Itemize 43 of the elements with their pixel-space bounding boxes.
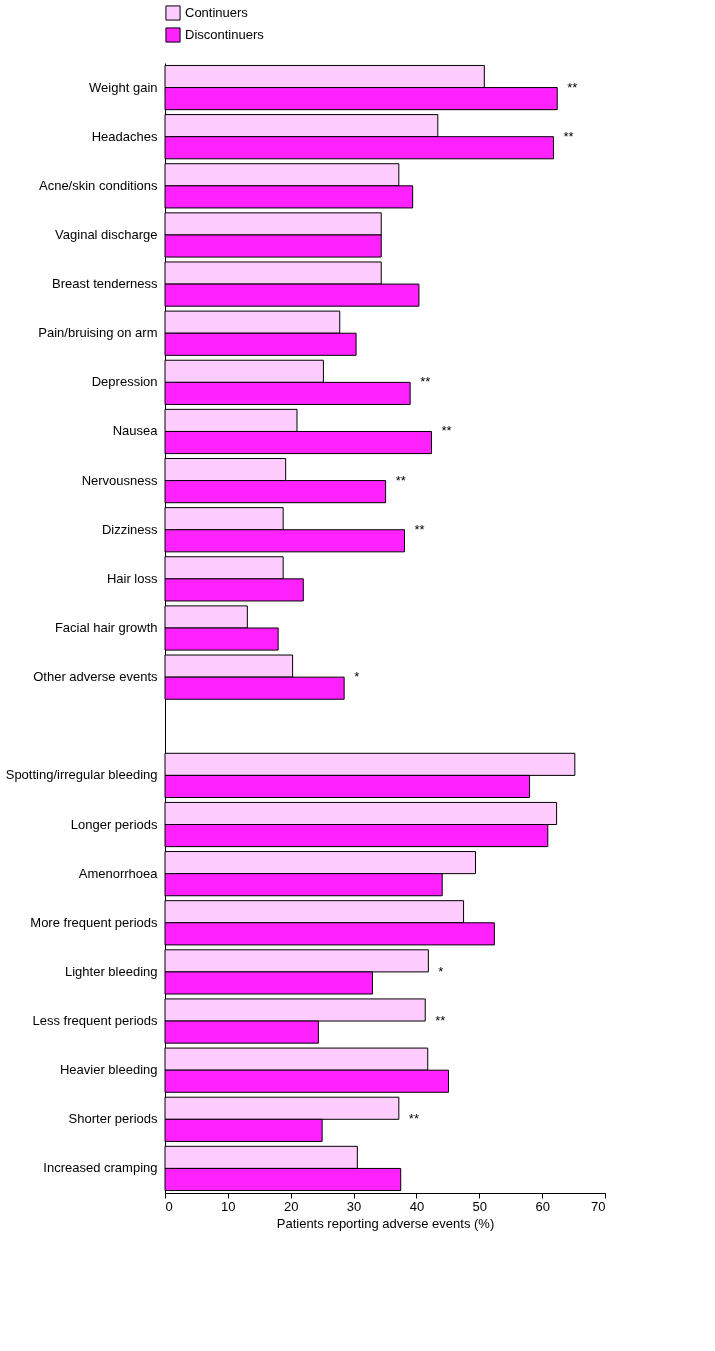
- legend-label: Continuers: [185, 5, 249, 20]
- y-tick-label: Heavier bleeding: [59, 1062, 158, 1078]
- y-tick-label: Pain/bruising on arm: [38, 325, 158, 341]
- x-tick-label: 30: [346, 1198, 362, 1214]
- y-tick-label: Weight gain: [89, 79, 158, 95]
- x-tick-label: 40: [409, 1198, 425, 1214]
- y-tick-label: Spotting/irregular bleeding: [5, 767, 158, 783]
- y-tick-label: Dizziness: [101, 521, 158, 537]
- x-axis-title: Patients reporting adverse events (%): [276, 1215, 495, 1231]
- y-tick-label: Vaginal discharge: [55, 226, 158, 242]
- annotation: **: [395, 472, 406, 488]
- y-tick-label: Depression: [91, 374, 158, 390]
- y-tick-label: Amenorrhoea: [78, 865, 159, 881]
- y-tick-label: Nervousness: [81, 472, 158, 488]
- annotation: **: [414, 521, 425, 537]
- y-tick-label: Headaches: [91, 128, 158, 144]
- y-tick-label: Shorter periods: [68, 1111, 158, 1127]
- y-tick-label: Other adverse events: [33, 669, 158, 685]
- y-tick-label: Breast tenderness: [51, 276, 158, 292]
- y-tick-label: Nausea: [112, 423, 159, 439]
- annotation: **: [441, 423, 452, 439]
- legend-label: Discontinuers: [185, 27, 265, 42]
- y-tick-label: Acne/skin conditions: [38, 177, 158, 193]
- x-tick-label: 10: [221, 1198, 236, 1214]
- x-tick-label: 50: [472, 1198, 488, 1214]
- annotation: *: [354, 669, 360, 685]
- y-tick-label: More frequent periods: [30, 914, 158, 930]
- y-tick-label: Longer periods: [70, 816, 158, 832]
- x-tick-label: 0: [165, 1198, 173, 1214]
- y-tick-label: Lighter bleeding: [64, 963, 158, 979]
- annotation: **: [567, 79, 578, 95]
- annotation: *: [438, 963, 444, 979]
- y-tick-label: Hair loss: [106, 570, 158, 586]
- annotation: **: [408, 1111, 419, 1127]
- annotation: **: [435, 1013, 446, 1029]
- y-tick-label: Less frequent periods: [32, 1013, 158, 1029]
- x-tick-label: 60: [535, 1198, 550, 1214]
- annotation: **: [420, 374, 431, 390]
- y-tick-label: Increased cramping: [43, 1160, 158, 1176]
- y-tick-label: Facial hair growth: [54, 620, 158, 635]
- x-tick-label: 70: [591, 1198, 606, 1214]
- annotation: **: [563, 128, 574, 144]
- x-tick-label: 20: [283, 1198, 299, 1214]
